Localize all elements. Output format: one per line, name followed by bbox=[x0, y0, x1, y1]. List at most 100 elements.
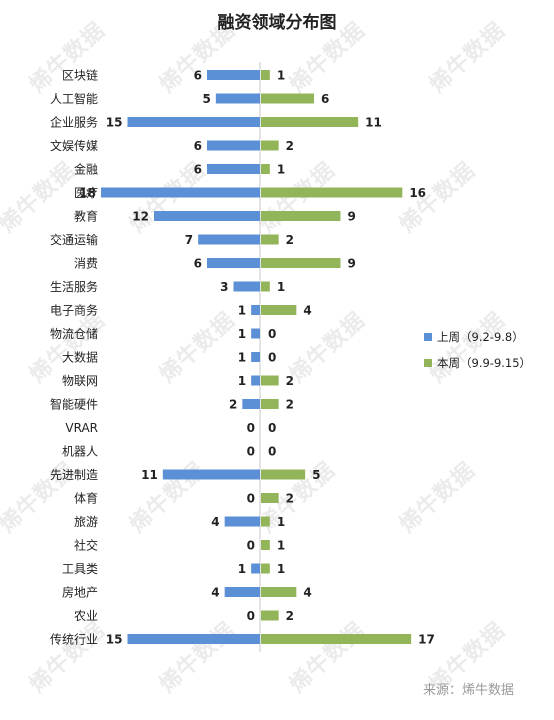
category-label: 旅游 bbox=[74, 515, 98, 529]
value-label-this-week: 2 bbox=[286, 609, 294, 623]
bar-last-week bbox=[198, 234, 260, 245]
value-label-this-week: 6 bbox=[321, 92, 329, 106]
value-label-last-week: 5 bbox=[202, 92, 210, 106]
category-label: 社交 bbox=[74, 538, 98, 553]
bar-this-week bbox=[261, 516, 270, 527]
bar-last-week bbox=[251, 563, 260, 574]
bar-this-week bbox=[261, 211, 341, 221]
category-label: 房地产 bbox=[62, 585, 98, 600]
value-label-last-week: 12 bbox=[132, 210, 149, 224]
bar-last-week bbox=[251, 328, 260, 339]
value-label-this-week: 0 bbox=[268, 445, 276, 459]
bar-last-week bbox=[224, 516, 260, 527]
bar-last-week bbox=[215, 93, 260, 104]
bar-this-week bbox=[261, 563, 270, 574]
legend-swatch-this-week bbox=[424, 359, 432, 367]
value-label-last-week: 4 bbox=[211, 586, 219, 600]
value-label-this-week: 2 bbox=[286, 374, 294, 388]
bar-last-week bbox=[207, 258, 260, 268]
value-label-last-week: 1 bbox=[238, 562, 246, 576]
bar-this-week bbox=[261, 540, 270, 550]
bar-this-week bbox=[261, 140, 279, 151]
value-label-this-week: 2 bbox=[286, 492, 294, 506]
value-label-this-week: 2 bbox=[286, 398, 294, 412]
value-label-last-week: 6 bbox=[194, 163, 202, 177]
category-label: 医疗 bbox=[74, 186, 98, 200]
bar-last-week bbox=[154, 211, 260, 221]
value-label-last-week: 2 bbox=[229, 398, 237, 412]
value-label-last-week: 0 bbox=[247, 492, 255, 506]
value-label-last-week: 15 bbox=[106, 633, 123, 647]
bar-last-week bbox=[251, 352, 260, 362]
category-label: 体育 bbox=[74, 491, 98, 506]
bar-this-week bbox=[261, 493, 279, 503]
category-label: 文娱传媒 bbox=[50, 138, 98, 153]
bar-this-week bbox=[261, 399, 279, 409]
value-label-last-week: 1 bbox=[238, 304, 246, 318]
category-label: 企业服务 bbox=[50, 115, 98, 130]
bar-this-week bbox=[261, 258, 341, 268]
bar-last-week bbox=[207, 140, 260, 151]
bar-this-week bbox=[261, 305, 297, 315]
value-label-last-week: 11 bbox=[141, 468, 158, 482]
value-label-this-week: 1 bbox=[277, 69, 285, 83]
bar-this-week bbox=[261, 234, 279, 245]
value-label-last-week: 0 bbox=[247, 539, 255, 553]
category-label: 电子商务 bbox=[50, 303, 98, 318]
value-label-this-week: 17 bbox=[418, 633, 435, 647]
value-label-this-week: 11 bbox=[365, 116, 382, 130]
bar-this-week bbox=[261, 375, 279, 386]
value-label-this-week: 4 bbox=[303, 586, 311, 600]
category-label: 机器人 bbox=[62, 445, 98, 459]
value-label-this-week: 5 bbox=[312, 468, 320, 482]
value-label-this-week: 0 bbox=[268, 421, 276, 435]
category-label: 金融 bbox=[74, 162, 98, 177]
value-label-last-week: 3 bbox=[220, 280, 228, 294]
bar-last-week bbox=[233, 281, 260, 292]
category-label: 先进制造 bbox=[50, 468, 98, 482]
value-label-this-week: 16 bbox=[409, 186, 426, 200]
value-label-last-week: 7 bbox=[185, 233, 193, 247]
value-label-this-week: 0 bbox=[268, 327, 276, 341]
value-label-last-week: 1 bbox=[238, 351, 246, 365]
value-label-this-week: 2 bbox=[286, 233, 294, 247]
category-label: 生活服务 bbox=[50, 279, 98, 294]
value-label-this-week: 1 bbox=[277, 163, 285, 177]
category-label: 区块链 bbox=[62, 68, 98, 83]
value-label-last-week: 4 bbox=[211, 515, 219, 529]
category-label: 大数据 bbox=[62, 350, 98, 365]
value-label-last-week: 0 bbox=[247, 421, 255, 435]
bar-last-week bbox=[101, 187, 260, 198]
value-label-last-week: 18 bbox=[79, 186, 96, 200]
category-label: 教育 bbox=[74, 209, 98, 224]
value-label-this-week: 9 bbox=[348, 257, 356, 271]
value-label-last-week: 0 bbox=[247, 445, 255, 459]
bar-this-week bbox=[261, 117, 359, 127]
value-label-this-week: 1 bbox=[277, 515, 285, 529]
legend-label-last-week: 上周（9.2-9.8） bbox=[437, 330, 524, 344]
bar-this-week bbox=[261, 93, 314, 104]
bar-this-week bbox=[261, 469, 306, 480]
category-label: 工具类 bbox=[62, 562, 98, 576]
value-label-this-week: 0 bbox=[268, 351, 276, 365]
value-label-last-week: 6 bbox=[194, 139, 202, 153]
category-label: 交通运输 bbox=[50, 232, 98, 247]
value-label-last-week: 15 bbox=[106, 116, 123, 130]
bar-last-week bbox=[251, 305, 260, 315]
value-label-this-week: 1 bbox=[277, 280, 285, 294]
bar-this-week bbox=[261, 587, 297, 597]
legend-swatch-last-week bbox=[424, 333, 432, 341]
bar-this-week bbox=[261, 281, 270, 292]
chart-title: 融资领域分布图 bbox=[218, 12, 337, 33]
value-label-this-week: 4 bbox=[303, 304, 311, 318]
category-label: 智能硬件 bbox=[50, 397, 98, 412]
category-label: 人工智能 bbox=[50, 91, 98, 106]
category-label: VRAR bbox=[65, 421, 98, 435]
value-label-last-week: 0 bbox=[247, 609, 255, 623]
value-label-last-week: 6 bbox=[194, 257, 202, 271]
value-label-last-week: 6 bbox=[194, 69, 202, 83]
bar-this-week bbox=[261, 187, 403, 198]
bar-last-week bbox=[251, 375, 260, 386]
